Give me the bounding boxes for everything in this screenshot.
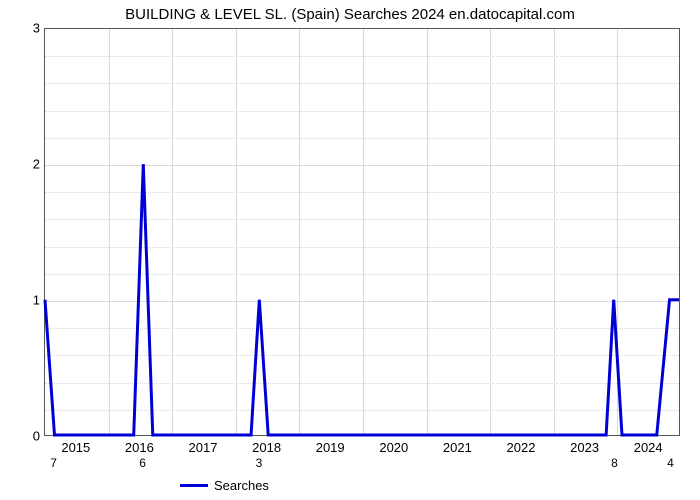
chart-title: BUILDING & LEVEL SL. (Spain) Searches 20… <box>0 6 700 23</box>
x-tick-label: 2016 <box>125 440 154 455</box>
x-tick-label: 2023 <box>570 440 599 455</box>
x-tick-label: 2018 <box>252 440 281 455</box>
line-series <box>45 29 679 435</box>
x-tick-label: 2017 <box>189 440 218 455</box>
x-tick-label: 2021 <box>443 440 472 455</box>
spike-value-label: 7 <box>50 456 57 470</box>
chart-container: BUILDING & LEVEL SL. (Spain) Searches 20… <box>0 0 700 500</box>
x-tick-label: 2024 <box>634 440 663 455</box>
x-tick-label: 2020 <box>379 440 408 455</box>
x-tick-label: 2022 <box>507 440 536 455</box>
legend-swatch <box>180 484 208 487</box>
x-tick-label: 2015 <box>61 440 90 455</box>
x-tick-label: 2019 <box>316 440 345 455</box>
plot-area <box>44 28 680 436</box>
y-tick-label: 3 <box>10 21 40 36</box>
y-tick-label: 0 <box>10 429 40 444</box>
spike-value-label: 6 <box>139 456 146 470</box>
y-tick-label: 2 <box>10 157 40 172</box>
legend: Searches <box>180 478 269 493</box>
spike-value-label: 8 <box>611 456 618 470</box>
y-tick-label: 1 <box>10 293 40 308</box>
spike-value-label: 3 <box>256 456 263 470</box>
spike-value-label: 4 <box>667 456 674 470</box>
legend-label: Searches <box>214 478 269 493</box>
